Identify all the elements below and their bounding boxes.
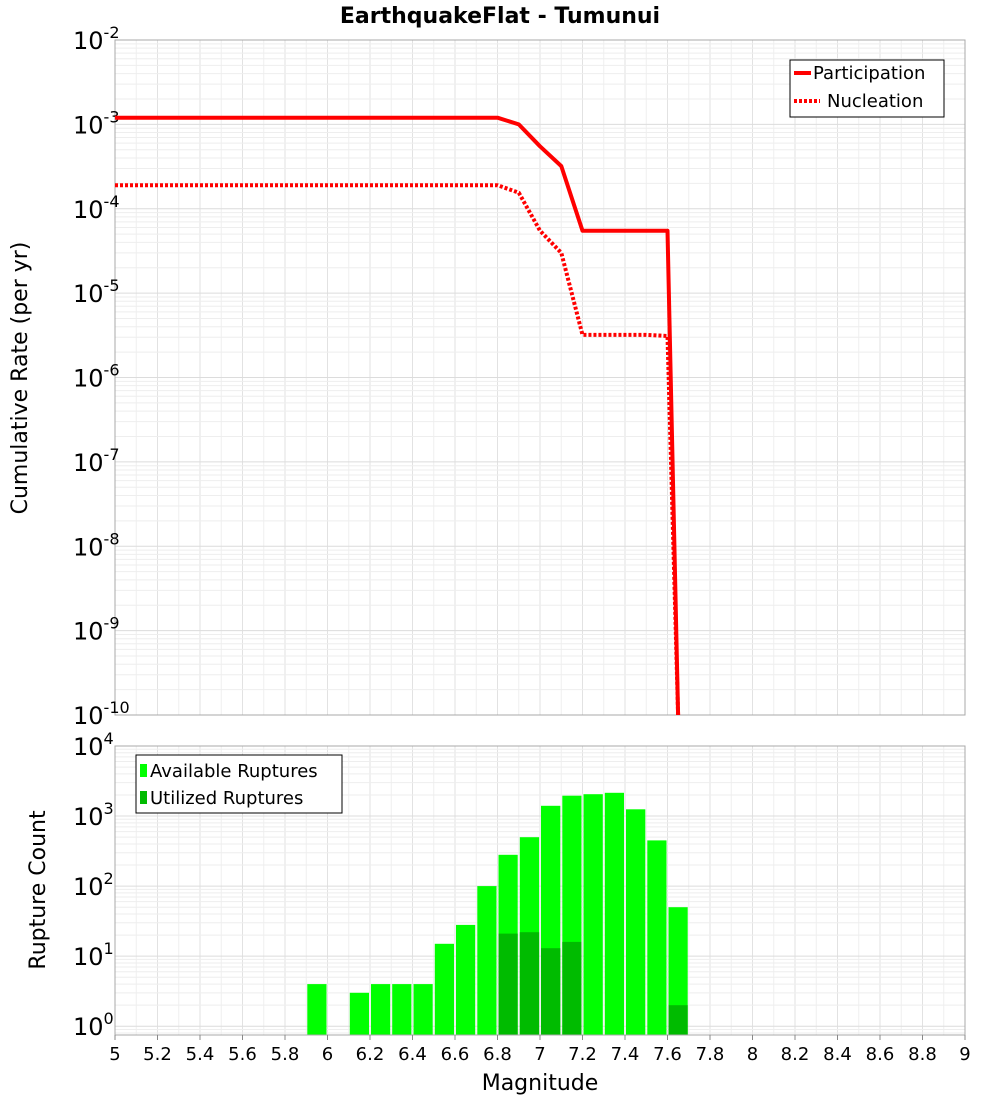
top-panel: 10-10 10-9 10-8 10-7 10-6 10-5 10-4 10-3 10-2 Cu… [8, 23, 966, 730]
bar-available-ruptures [604, 792, 624, 1035]
bar-available-ruptures [626, 809, 646, 1035]
bar-available-ruptures [477, 886, 497, 1035]
legend-utilized-label: Utilized Ruptures [150, 788, 303, 809]
top-legend: Participation Nucleation [789, 59, 945, 118]
x-tick-label: 6.2 [356, 1044, 385, 1065]
top-plot-frame [114, 39, 966, 716]
top-y-tick-label: 10-4 [73, 192, 120, 224]
top-y-tick-label: 10-10 [73, 698, 130, 730]
top-legend-box [789, 59, 945, 118]
bottom-y-axis-title: Rupture Count [26, 810, 51, 970]
bar-available-ruptures [392, 984, 412, 1035]
chart-title: EarthquakeFlat - Tumunui [340, 4, 660, 29]
x-tick-label: 8.6 [866, 1044, 895, 1065]
x-tick-label: 7.4 [611, 1044, 640, 1065]
x-tick-label: 9 [959, 1044, 970, 1065]
top-series-lines [115, 115, 681, 716]
legend-available-swatch [140, 764, 147, 777]
bottom-y-ticks: 100 101 102 103 104 [73, 729, 114, 1041]
x-tick-label: 5 [109, 1044, 120, 1065]
legend-participation-label: Participation [813, 63, 925, 84]
x-tick-label: 7 [534, 1044, 545, 1065]
x-tick-label: 6.4 [398, 1044, 427, 1065]
x-tick-label: 6 [322, 1044, 333, 1065]
bottom-y-tick-label: 101 [73, 939, 114, 971]
top-y-axis-title: Cumulative Rate (per yr) [8, 242, 33, 515]
x-tick-label: 7.6 [653, 1044, 682, 1065]
top-y-ticks: 10-10 10-9 10-8 10-7 10-6 10-5 10-4 10-3 10-2 [73, 23, 130, 730]
bottom-bars [307, 792, 688, 1035]
bottom-y-tick-label: 103 [73, 799, 114, 831]
series-line-participation [115, 115, 681, 716]
x-axis-ticks: 5 5.2 5.4 5.6 5.8 6 6.2 6.4 6.6 6.8 7 7.2 7.4 7.6 7.8 8… [109, 1035, 971, 1065]
x-tick-label: 8 [747, 1044, 758, 1065]
top-y-tick-label: 10-6 [73, 361, 120, 393]
legend-available-label: Available Ruptures [150, 761, 318, 782]
bottom-y-tick-label: 104 [73, 729, 114, 761]
x-tick-label: 5.4 [186, 1044, 215, 1065]
bottom-legend-box [135, 754, 343, 814]
bar-available-ruptures [434, 943, 454, 1035]
top-y-tick-label: 10-7 [73, 445, 120, 477]
top-y-tick-label: 10-9 [73, 614, 120, 646]
bar-available-ruptures [349, 992, 369, 1035]
bar-utilized-ruptures [541, 948, 561, 1035]
legend-nucleation-label: Nucleation [827, 91, 923, 112]
x-axis-title: Magnitude [482, 1071, 599, 1096]
bottom-legend: Available Ruptures Utilized Ruptures [135, 754, 343, 814]
bottom-y-tick-label: 100 [73, 1009, 114, 1041]
x-tick-label: 8.8 [908, 1044, 937, 1065]
top-y-tick-label: 10-2 [73, 23, 120, 55]
bar-available-ruptures [668, 907, 688, 1035]
x-tick-label: 8.4 [823, 1044, 852, 1065]
bottom-y-tick-label: 102 [73, 869, 114, 901]
x-tick-label: 5.6 [228, 1044, 257, 1065]
series-line-nucleation [115, 183, 681, 716]
x-tick-label: 8.2 [781, 1044, 810, 1065]
bar-utilized-ruptures [519, 932, 540, 1035]
bar-available-ruptures [371, 984, 391, 1035]
x-tick-label: 7.2 [568, 1044, 597, 1065]
x-tick-label: 7.8 [696, 1044, 725, 1065]
bar-available-ruptures [647, 840, 667, 1035]
bar-available-ruptures [583, 794, 603, 1035]
bar-utilized-ruptures [668, 1005, 688, 1035]
bar-available-ruptures [413, 984, 433, 1035]
top-y-tick-label: 10-5 [73, 276, 120, 308]
top-y-tick-label: 10-3 [73, 107, 120, 139]
bar-available-ruptures [307, 984, 327, 1035]
x-tick-label: 6.8 [483, 1044, 512, 1065]
bottom-panel: 100 101 102 103 104 5 5.2 5.4 5.6 5.8 6 6.2 6.4 6.6 6… [26, 729, 971, 1096]
x-tick-label: 5.2 [143, 1044, 172, 1065]
x-tick-label: 6.6 [441, 1044, 470, 1065]
bar-utilized-ruptures [562, 941, 582, 1035]
bar-available-ruptures [456, 924, 476, 1035]
bar-utilized-ruptures [498, 933, 518, 1035]
x-tick-label: 5.8 [271, 1044, 300, 1065]
top-y-tick-label: 10-8 [73, 529, 120, 561]
legend-utilized-swatch [140, 791, 147, 804]
top-grid [115, 40, 965, 716]
